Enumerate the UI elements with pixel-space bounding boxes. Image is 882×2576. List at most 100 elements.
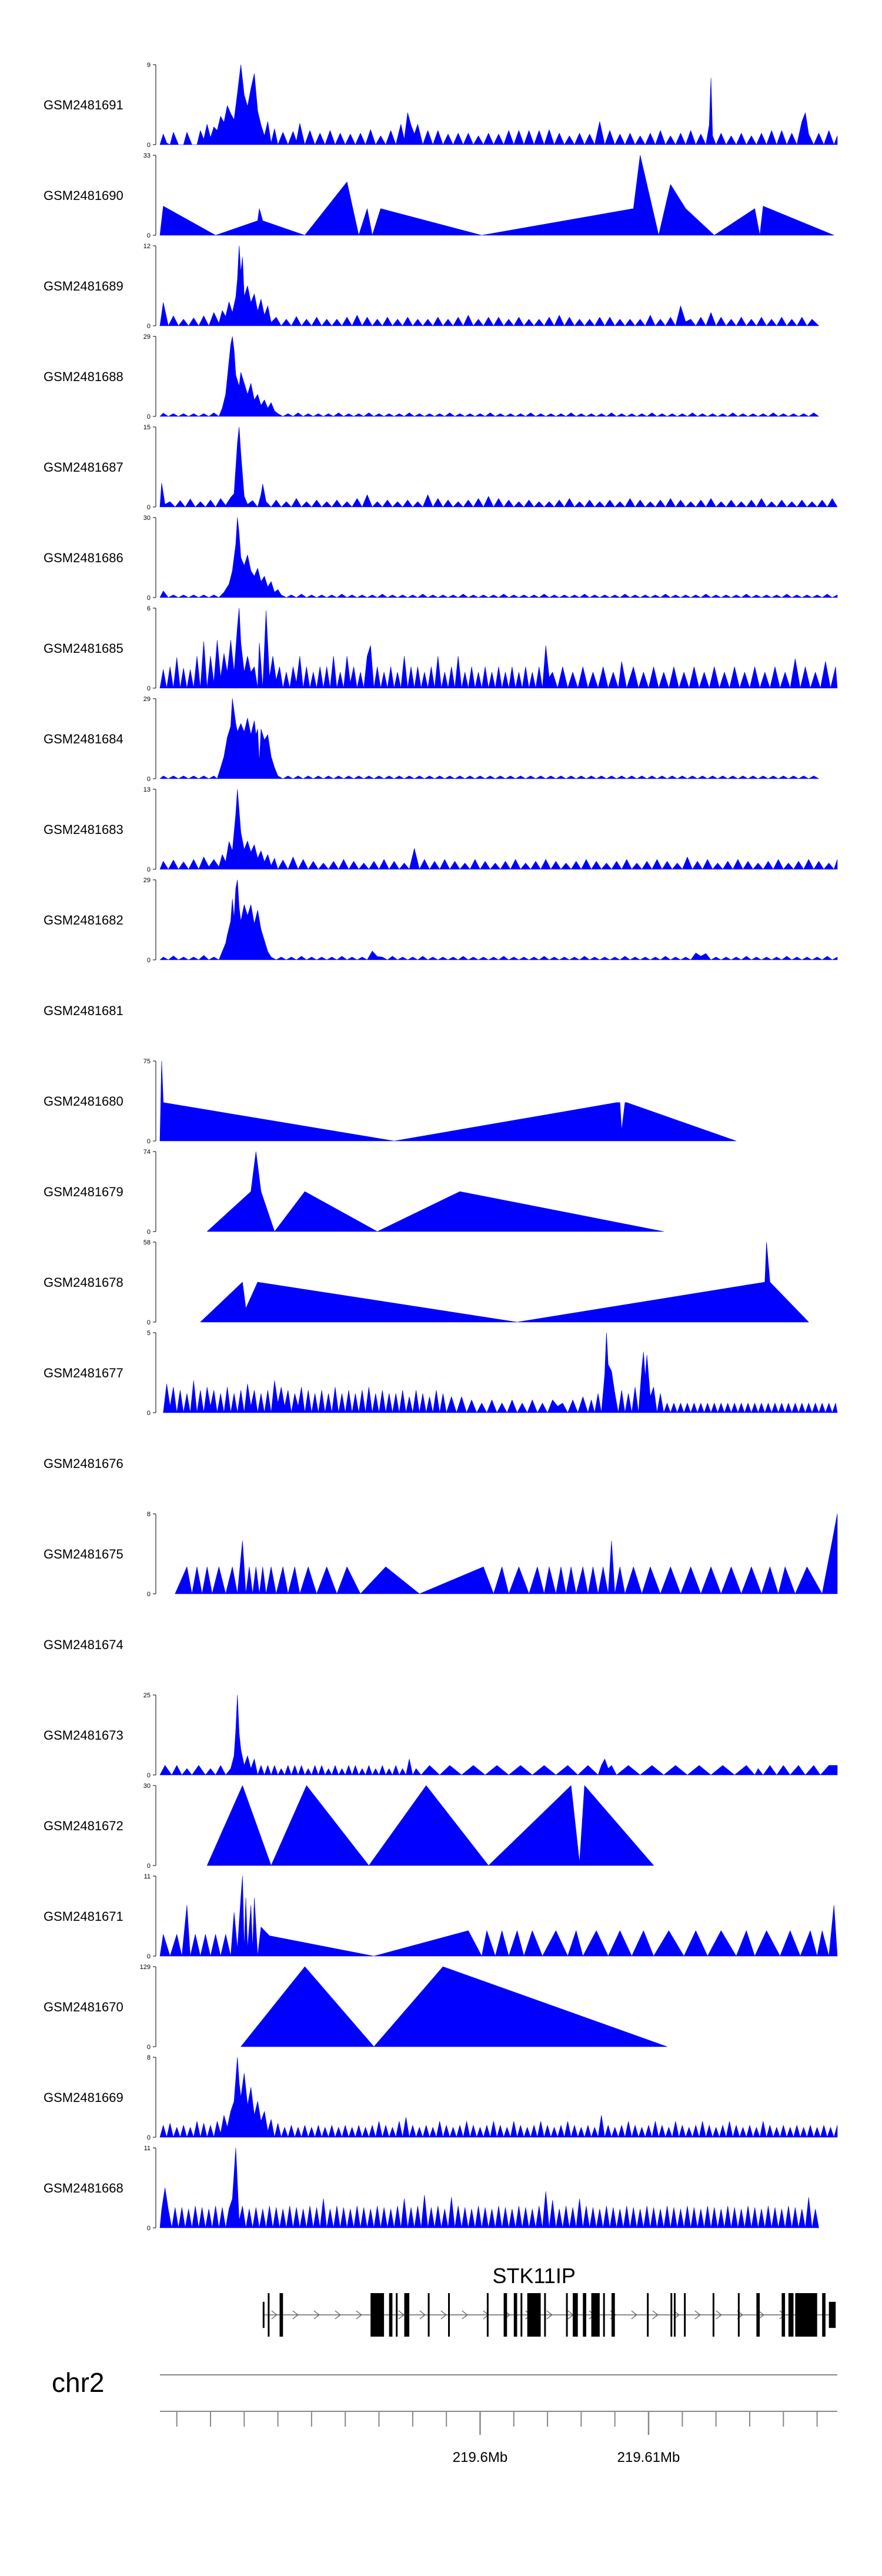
track-label: GSM2481689 bbox=[44, 279, 123, 293]
gene-exon bbox=[544, 2293, 546, 2337]
chromosome-label: chr2 bbox=[52, 2367, 104, 2398]
track-GSM2481671: GSM2481671 11 0 bbox=[44, 1873, 838, 1960]
track-GSM2481682: GSM2481682 29 0 bbox=[44, 877, 838, 964]
y-axis-max-label: 11 bbox=[144, 1873, 151, 1880]
y-axis-max-label: 33 bbox=[143, 152, 151, 159]
coverage-area bbox=[159, 789, 838, 870]
y-axis-min-label: 0 bbox=[147, 232, 151, 239]
coverage-area bbox=[159, 2147, 819, 2228]
gene-exon bbox=[281, 2293, 283, 2337]
y-axis-max-label: 29 bbox=[143, 333, 151, 341]
y-axis-min-label: 0 bbox=[147, 413, 151, 421]
gene-exon bbox=[795, 2293, 817, 2337]
gene-exon bbox=[520, 2293, 523, 2337]
track-GSM2481685: GSM2481685 6 0 bbox=[44, 605, 838, 692]
track-GSM2481680: GSM2481680 75 0 bbox=[44, 1058, 737, 1145]
gene-exon bbox=[737, 2293, 740, 2337]
y-axis-min-label: 0 bbox=[147, 504, 151, 511]
track-GSM2481681: GSM2481681 bbox=[44, 1003, 123, 1018]
track-label: GSM2481687 bbox=[44, 460, 123, 475]
track-label: GSM2481683 bbox=[44, 822, 123, 837]
y-axis-max-label: 8 bbox=[147, 2054, 151, 2061]
track-label: GSM2481674 bbox=[44, 1637, 123, 1652]
gene-exons bbox=[262, 2293, 836, 2337]
y-axis-max-label: 15 bbox=[143, 424, 151, 431]
gene-exon bbox=[573, 2293, 578, 2337]
y-axis-min-label: 0 bbox=[147, 1591, 151, 1598]
gene-exon bbox=[603, 2293, 605, 2337]
track-GSM2481690: GSM2481690 33 0 bbox=[44, 152, 834, 239]
y-axis-max-label: 29 bbox=[143, 877, 151, 884]
y-axis-min-label: 0 bbox=[147, 1953, 151, 1960]
gene-exon bbox=[828, 2301, 836, 2328]
coverage-area bbox=[159, 155, 834, 236]
track-GSM2481678: GSM2481678 58 0 bbox=[44, 1239, 809, 1326]
coverage-area bbox=[159, 1876, 838, 1957]
y-axis-min-label: 0 bbox=[147, 142, 151, 149]
y-axis-min-label: 0 bbox=[147, 1229, 151, 1236]
track-label: GSM2481679 bbox=[44, 1184, 123, 1199]
coverage-area bbox=[159, 426, 838, 508]
coverage-area bbox=[200, 1242, 809, 1323]
axis-tick-label: 219.61Mb bbox=[617, 2450, 680, 2465]
track-GSM2481676: GSM2481676 bbox=[44, 1456, 123, 1471]
gene-exon bbox=[448, 2293, 450, 2337]
gene-track: STK11IP bbox=[262, 2264, 836, 2337]
coverage-area bbox=[159, 698, 819, 779]
y-axis-min-label: 0 bbox=[147, 1863, 151, 1870]
track-GSM2481691: GSM2481691 9 0 bbox=[44, 62, 838, 149]
track-label: GSM2481690 bbox=[44, 188, 123, 203]
track-label: GSM2481673 bbox=[44, 1728, 123, 1743]
track-GSM2481687: GSM2481687 15 0 bbox=[44, 424, 838, 511]
coverage-area bbox=[206, 1785, 654, 1866]
track-GSM2481683: GSM2481683 13 0 bbox=[44, 786, 838, 873]
track-label: GSM2481675 bbox=[44, 1547, 123, 1561]
coverage-area bbox=[163, 1332, 838, 1413]
strand-arrow bbox=[313, 2310, 320, 2320]
gene-exon bbox=[788, 2293, 794, 2337]
gene-exon bbox=[396, 2293, 398, 2337]
coverage-area bbox=[159, 1694, 838, 1776]
gene-exon bbox=[427, 2293, 430, 2337]
track-label: GSM2481671 bbox=[44, 1909, 123, 1924]
track-GSM2481669: GSM2481669 8 0 bbox=[44, 2054, 838, 2141]
gene-exon bbox=[527, 2293, 541, 2337]
track-GSM2481668: GSM2481668 11 0 bbox=[44, 2145, 819, 2232]
strand-arrow bbox=[462, 2310, 468, 2320]
track-label: GSM2481680 bbox=[44, 1094, 123, 1109]
strand-arrow bbox=[652, 2310, 659, 2320]
y-axis-min-label: 0 bbox=[147, 776, 151, 783]
y-axis-min-label: 0 bbox=[147, 866, 151, 873]
strand-arrow bbox=[292, 2310, 299, 2320]
track-GSM2481674: GSM2481674 bbox=[44, 1637, 123, 1652]
y-axis-max-label: 5 bbox=[147, 1330, 151, 1337]
track-label: GSM2481681 bbox=[44, 1003, 123, 1018]
strand-arrow bbox=[546, 2310, 553, 2320]
track-label: GSM2481682 bbox=[44, 913, 123, 927]
gene-exon bbox=[583, 2293, 586, 2337]
track-GSM2481672: GSM2481672 30 0 bbox=[44, 1783, 654, 1870]
y-axis-min-label: 0 bbox=[147, 2044, 151, 2051]
genome-axis: chr2 219.6Mb 219.61Mb bbox=[52, 2367, 837, 2465]
coverage-area bbox=[159, 336, 819, 417]
track-label: GSM2481672 bbox=[44, 1818, 123, 1833]
gene-exon bbox=[670, 2293, 673, 2337]
track-label: GSM2481669 bbox=[44, 2090, 123, 2105]
y-axis-min-label: 0 bbox=[147, 2134, 151, 2141]
gene-exon bbox=[566, 2293, 568, 2337]
coverage-area bbox=[240, 1966, 667, 2047]
y-axis-max-label: 74 bbox=[143, 1149, 151, 1156]
track-label: GSM2481685 bbox=[44, 641, 123, 656]
y-axis-min-label: 0 bbox=[147, 1319, 151, 1326]
track-GSM2481686: GSM2481686 30 0 bbox=[44, 515, 838, 602]
y-axis-max-label: 13 bbox=[143, 786, 151, 793]
gene-exon bbox=[822, 2293, 826, 2337]
track-label: GSM2481691 bbox=[44, 98, 123, 112]
track-GSM2481670: GSM2481670 129 0 bbox=[44, 1964, 667, 2051]
gene-name-label: STK11IP bbox=[492, 2264, 575, 2288]
track-label: GSM2481678 bbox=[44, 1275, 123, 1290]
y-axis-min-label: 0 bbox=[147, 1772, 151, 1779]
track-GSM2481684: GSM2481684 29 0 bbox=[44, 696, 819, 783]
gene-exon bbox=[612, 2293, 615, 2337]
coverage-area bbox=[159, 879, 838, 960]
